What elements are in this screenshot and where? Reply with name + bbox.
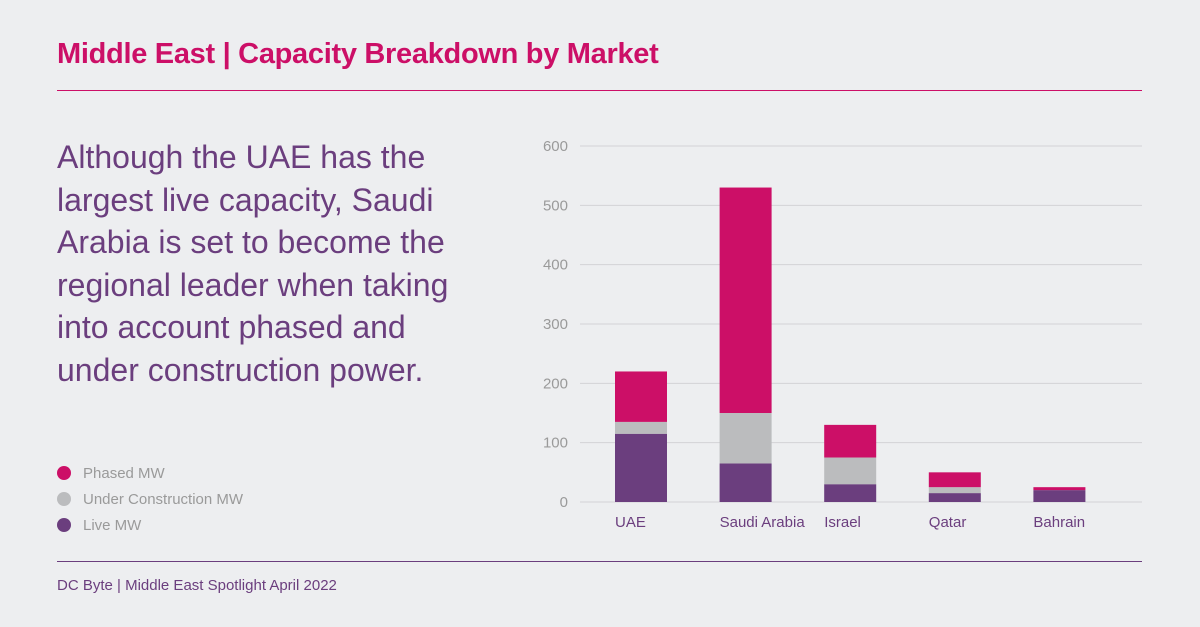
y-tick-label: 400 [543,257,568,274]
x-tick-label: UAE [615,514,646,531]
bar-segment [824,457,877,485]
legend-label: Phased MW [83,464,165,482]
chart-title: Middle East | Capacity Breakdown by Mark… [57,38,659,70]
legend-item: Under Construction MW [57,486,243,512]
headline-text: Although the UAE has the largest live ca… [57,139,449,388]
legend-swatch [57,492,71,506]
bar-segment [824,424,877,458]
legend-label: Live MW [83,516,142,534]
bar-segment [824,484,877,502]
bar-segment [719,463,772,502]
bar-segment [615,421,667,434]
x-tick-label: Israel [824,514,861,531]
bar-segment [1033,487,1086,491]
bar-segment [615,371,667,422]
x-tick-label: Saudi Arabia [720,514,806,531]
y-tick-label: 300 [543,316,568,333]
y-tick-label: 100 [543,435,568,452]
footer-divider [57,561,1142,562]
bar-segment [1033,490,1086,502]
title-divider [57,90,1142,91]
bar-segment [928,487,981,494]
x-tick-label: Qatar [929,514,967,531]
legend-swatch [57,518,71,532]
bar-segment [719,413,772,464]
x-tick-label: Bahrain [1033,514,1085,531]
legend-swatch [57,466,71,480]
bar-segment [928,472,981,488]
y-tick-label: 0 [560,494,568,511]
bar-segment [719,187,772,413]
y-tick-label: 200 [543,375,568,392]
legend-item: Phased MW [57,460,243,486]
y-tick-label: 500 [543,197,568,214]
footer-source: DC Byte | Middle East Spotlight April 20… [57,577,337,594]
bar-segment [615,433,667,502]
legend: Phased MW Under Construction MW Live MW [57,460,243,538]
y-tick-label: 600 [543,138,568,155]
legend-label: Under Construction MW [83,490,244,508]
legend-item: Live MW [57,512,243,538]
bar-segment [928,493,981,502]
